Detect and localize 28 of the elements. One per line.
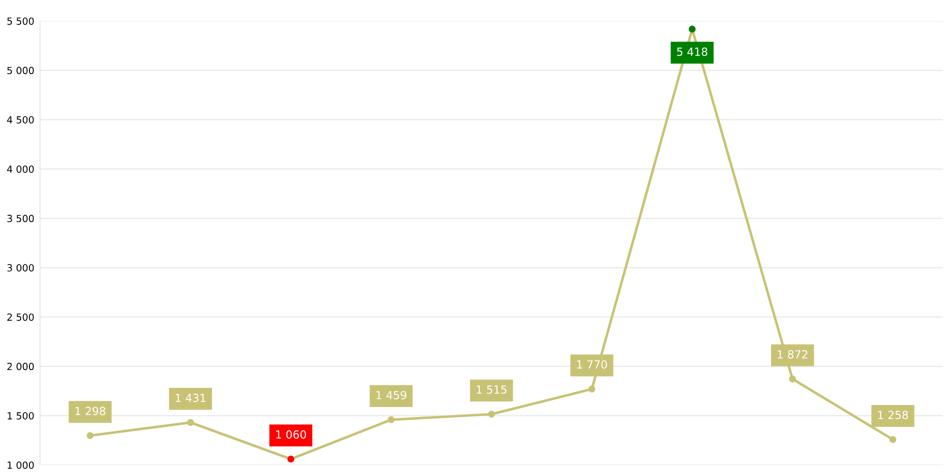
data-label: 1 431: [176, 394, 206, 402]
y-tick-label: 1 000: [8, 461, 34, 469]
point: [789, 375, 796, 382]
data-label: 1 298: [75, 406, 106, 416]
y-tick-label: 3 000: [7, 264, 34, 272]
data-label: 1 770: [577, 360, 607, 369]
y-tick-label: 2 000: [7, 362, 34, 370]
point: [287, 456, 294, 463]
y-tick-label: 3 500: [7, 214, 34, 222]
y-tick-label: 1 500: [8, 412, 34, 420]
data-label: 1 459: [376, 390, 406, 400]
point: [86, 432, 94, 440]
data-label: 5 418: [677, 48, 708, 56]
point: [688, 26, 696, 33]
y-tick-label: 5 500: [7, 17, 34, 25]
y-tick-label: 2 500: [7, 313, 34, 321]
data-label: 1 515: [476, 386, 506, 394]
y-tick-label: 5 000: [7, 66, 34, 74]
point: [889, 436, 896, 444]
data-label: 1 258: [878, 410, 908, 420]
point: [588, 386, 596, 392]
point: [388, 416, 395, 424]
data-label: 1 872: [778, 350, 808, 359]
point: [488, 410, 495, 418]
y-tick-label: 4 000: [7, 165, 34, 173]
y-tick-label: 4 500: [7, 116, 34, 124]
point: [187, 419, 194, 426]
data-label: 1 060: [276, 430, 306, 439]
